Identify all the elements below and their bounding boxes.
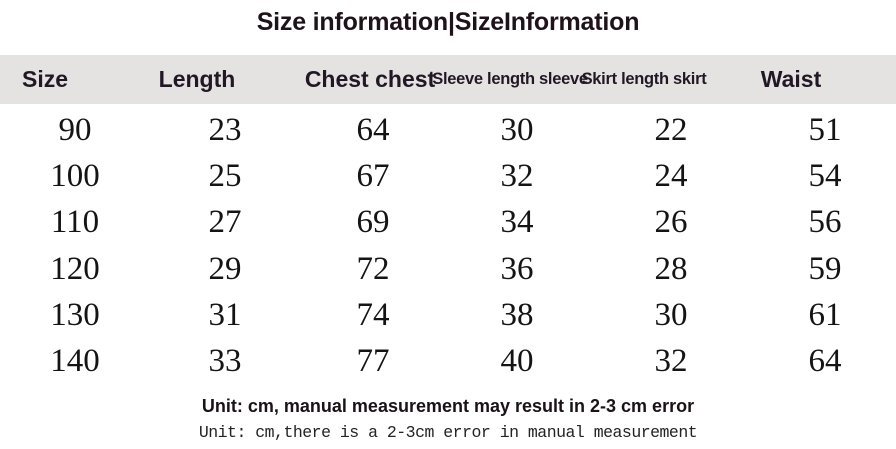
cell-chest: 69 — [356, 204, 390, 241]
cell-sleeve: 30 — [500, 111, 534, 148]
cell-size: 120 — [50, 250, 100, 287]
cell-chest: 67 — [356, 157, 390, 194]
cell-waist: 59 — [808, 250, 842, 287]
column-header-chest: Chest chest — [304, 66, 436, 92]
cell-chest: 64 — [356, 111, 390, 148]
cell-sleeve: 40 — [500, 343, 534, 380]
table-row-size-120: 120 29 72 36 28 59 — [0, 246, 896, 292]
cell-size: 110 — [50, 204, 100, 241]
column-header-waist: Waist — [760, 66, 822, 92]
cell-sleeve: 36 — [500, 250, 534, 287]
size-table-body: 90 23 64 30 22 51 100 25 67 32 24 54 110… — [0, 107, 896, 385]
cell-size: 100 — [50, 157, 100, 194]
cell-skirt: 32 — [654, 343, 688, 380]
column-header-length: Length — [158, 66, 236, 92]
cell-sleeve: 32 — [500, 157, 534, 194]
table-row-size-130: 130 31 74 38 30 61 — [0, 292, 896, 338]
cell-skirt: 24 — [654, 157, 688, 194]
cell-length: 33 — [208, 343, 242, 380]
table-row-size-90: 90 23 64 30 22 51 — [0, 107, 896, 153]
cell-length: 27 — [208, 204, 242, 241]
cell-length: 29 — [208, 250, 242, 287]
cell-size: 130 — [50, 296, 100, 333]
cell-waist: 54 — [808, 157, 842, 194]
cell-chest: 74 — [356, 296, 390, 333]
cell-skirt: 30 — [654, 296, 688, 333]
cell-length: 31 — [208, 296, 242, 333]
cell-sleeve: 38 — [500, 296, 534, 333]
cell-waist: 61 — [808, 296, 842, 333]
cell-size: 90 — [58, 111, 92, 148]
table-row-size-140: 140 33 77 40 32 64 — [0, 338, 896, 384]
cell-skirt: 26 — [654, 204, 688, 241]
cell-length: 23 — [208, 111, 242, 148]
column-header-size: Size — [21, 66, 69, 92]
table-row-size-100: 100 25 67 32 24 54 — [0, 153, 896, 199]
cell-waist: 56 — [808, 204, 842, 241]
cell-length: 25 — [208, 157, 242, 194]
unit-note-secondary: Unit: cm,there is a 2-3cm error in manua… — [198, 423, 698, 442]
unit-note-primary: Unit: cm, manual measurement may result … — [201, 396, 695, 416]
cell-size: 140 — [50, 343, 100, 380]
cell-chest: 77 — [356, 343, 390, 380]
table-row-size-110: 110 27 69 34 26 56 — [0, 200, 896, 246]
cell-waist: 51 — [808, 111, 842, 148]
cell-chest: 72 — [356, 250, 390, 287]
page-title: Size information|SizeInformation — [256, 7, 640, 36]
table-header-row: Size Length Chest chest Sleeve length sl… — [0, 55, 896, 104]
cell-skirt: 22 — [654, 111, 688, 148]
cell-skirt: 28 — [654, 250, 688, 287]
column-header-skirt: Skirt length skirt — [581, 70, 707, 88]
cell-waist: 64 — [808, 343, 842, 380]
column-header-sleeve: Sleeve length sleeve — [432, 70, 588, 88]
cell-sleeve: 34 — [500, 204, 534, 241]
